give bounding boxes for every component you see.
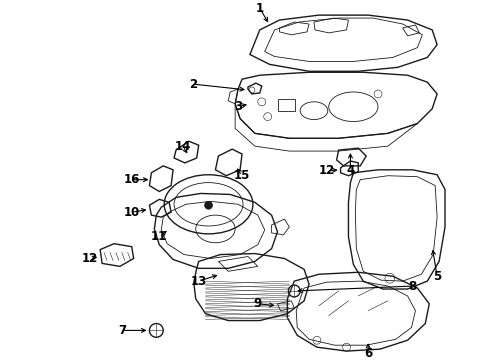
Text: 1: 1 [256, 2, 264, 15]
Text: 9: 9 [254, 297, 262, 310]
Text: 6: 6 [364, 347, 372, 360]
Text: 12: 12 [318, 164, 335, 177]
Text: 8: 8 [408, 280, 416, 293]
Text: 3: 3 [234, 100, 242, 113]
Text: 11: 11 [151, 230, 168, 243]
Text: 16: 16 [123, 173, 140, 186]
Text: 13: 13 [191, 275, 207, 288]
Text: 5: 5 [433, 270, 441, 283]
Circle shape [205, 201, 213, 209]
Text: 2: 2 [189, 78, 197, 91]
Text: 4: 4 [346, 164, 355, 177]
Text: 12: 12 [82, 252, 98, 265]
Text: 15: 15 [234, 169, 250, 182]
Text: 7: 7 [118, 324, 126, 337]
Text: 10: 10 [123, 206, 140, 219]
Text: 14: 14 [175, 140, 191, 153]
